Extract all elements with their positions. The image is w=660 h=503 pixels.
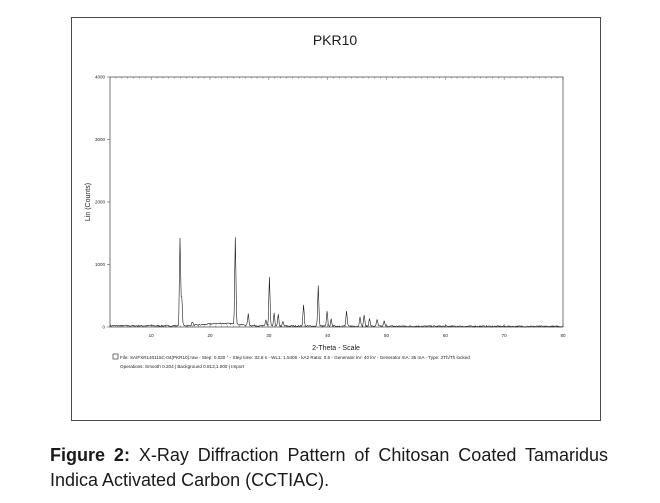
x-axis: 10 20 30 40 50 60 70 80 <box>109 77 566 338</box>
x-axis-label: 2-Theta - Scale <box>312 345 360 352</box>
x-tick-label: 50 <box>384 333 390 338</box>
y-tick-label: 0 <box>102 325 105 330</box>
figure-frame <box>71 17 601 421</box>
x-tick-label: 80 <box>560 333 566 338</box>
x-tick-label: 10 <box>149 333 155 338</box>
legend-line-2: Operations: Smooth 0.204 | Background 0.… <box>120 364 245 369</box>
figure-caption: Figure 2: X-Ray Diffraction Pattern of C… <box>50 443 608 493</box>
caption-label: Figure 2: <box>50 445 130 465</box>
x-tick-label: 40 <box>325 333 331 338</box>
y-tick-label: 4000 <box>95 75 106 80</box>
xrd-pattern-line <box>109 237 564 328</box>
y-axis: 0 1000 2000 3000 4000 <box>95 75 110 330</box>
y-tick-label: 2000 <box>95 200 106 205</box>
chart-title: PKR10 <box>313 32 358 48</box>
legend-line-1: File: SAIFXR140115C-04(PKR10).raw - Step… <box>120 355 470 360</box>
legend-swatch <box>112 353 119 360</box>
x-tick-label: 70 <box>502 333 508 338</box>
y-tick-label: 3000 <box>95 137 106 142</box>
y-tick-label: 1000 <box>95 262 106 267</box>
plot-area <box>109 76 564 328</box>
x-tick-label: 20 <box>208 333 214 338</box>
x-tick-label: 30 <box>266 333 272 338</box>
caption-text: X-Ray Diffraction Pattern of Chitosan Co… <box>50 445 608 490</box>
x-tick-label: 60 <box>443 333 449 338</box>
y-axis-label: Lin (Counts) <box>85 183 92 221</box>
